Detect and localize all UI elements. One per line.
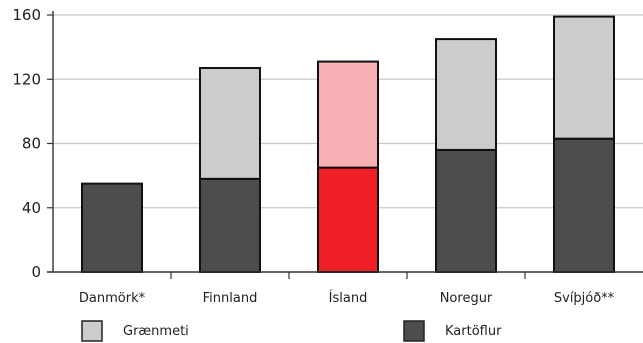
y-tick-label: 160 (12, 6, 41, 24)
bar-kart-flur-1 (199, 177, 261, 273)
tick-labels: 0 40 80 120 160 Danmörk* Finnland Ísland Noregur… (12, 6, 614, 306)
y-tick-label: 80 (22, 135, 41, 153)
bar-kart-flur-0 (81, 182, 143, 273)
bars (81, 15, 615, 273)
bar-gr-nmeti-1 (199, 67, 261, 180)
legend-label: Grænmeti (123, 324, 189, 339)
y-tick-label: 120 (12, 70, 41, 88)
legend-swatch (81, 320, 103, 342)
bar-gr-nmeti-4 (553, 15, 615, 140)
x-tick-label: Danmörk* (79, 291, 146, 306)
y-tick-label: 40 (22, 199, 41, 217)
y-tick-label: 0 (31, 263, 41, 281)
legend-swatch (403, 320, 425, 342)
x-tick-label: Ísland (329, 290, 368, 306)
x-tick-label: Finnland (203, 291, 258, 306)
x-tick-label: Svíþjóð** (554, 291, 615, 306)
bar-gr-nmeti-3 (435, 38, 497, 151)
x-tick-label: Noregur (440, 291, 493, 306)
bar-gr-nmeti-2 (317, 60, 379, 169)
legend: Grænmeti Kartöflur (81, 320, 502, 342)
bar-kart-flur-3 (435, 148, 497, 273)
axes (47, 11, 643, 279)
bar-kart-flur-4 (553, 137, 615, 273)
bar-kart-flur-2 (317, 166, 379, 273)
legend-label: Kartöflur (445, 324, 502, 339)
